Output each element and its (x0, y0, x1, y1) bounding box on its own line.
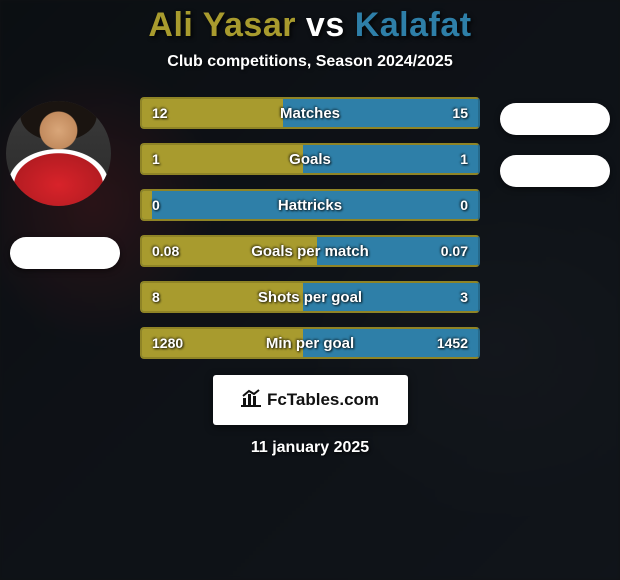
stat-value-right: 15 (452, 105, 468, 121)
stat-row: 0 0Hattricks (140, 189, 480, 221)
date-label: 11 january 2025 (251, 439, 369, 457)
stats-area: 1215Matches 11Goals 0 0Hattricks 0.080.07Goa… (0, 97, 620, 359)
stat-label: Hattricks (142, 197, 478, 214)
stat-row: 11Goals (140, 143, 480, 175)
stat-row: 12801452Min per goal (140, 327, 480, 359)
stat-value-right: 1452 (437, 335, 468, 351)
site-name: FcTables.com (267, 390, 379, 410)
stat-fill-left (142, 283, 303, 311)
stat-value-right: 1 (460, 151, 468, 167)
subtitle: Club competitions, Season 2024/2025 (167, 53, 452, 71)
stat-row: 1215Matches (140, 97, 480, 129)
stat-value-left: 0 (152, 197, 160, 213)
player-2-name-pill-2 (500, 155, 610, 187)
title-vs: vs (306, 6, 345, 44)
stat-fill-left (142, 99, 283, 127)
title-player-1: Ali Yasar (148, 6, 296, 44)
content-wrapper: Ali Yasar vs Kalafat Club competitions, … (0, 0, 620, 580)
player-1-avatar (6, 101, 111, 206)
title-player-2: Kalafat (355, 6, 472, 44)
stat-value-right: 0.07 (441, 243, 468, 259)
stat-row: 83Shots per goal (140, 281, 480, 313)
stat-value-right: 0 (460, 197, 468, 213)
player-1-name-pill (10, 237, 120, 269)
stat-fill-left (142, 191, 152, 219)
site-badge[interactable]: FcTables.com (213, 375, 408, 425)
player-2-name-pill (500, 103, 610, 135)
page-title: Ali Yasar vs Kalafat (148, 6, 471, 45)
chart-icon (241, 389, 261, 412)
avatar-placeholder-icon (6, 101, 111, 206)
stat-value-right: 3 (460, 289, 468, 305)
stat-fill-left (142, 329, 303, 357)
stat-row: 0.080.07Goals per match (140, 235, 480, 267)
stat-fill-left (142, 237, 317, 265)
stat-fill-left (142, 145, 303, 173)
